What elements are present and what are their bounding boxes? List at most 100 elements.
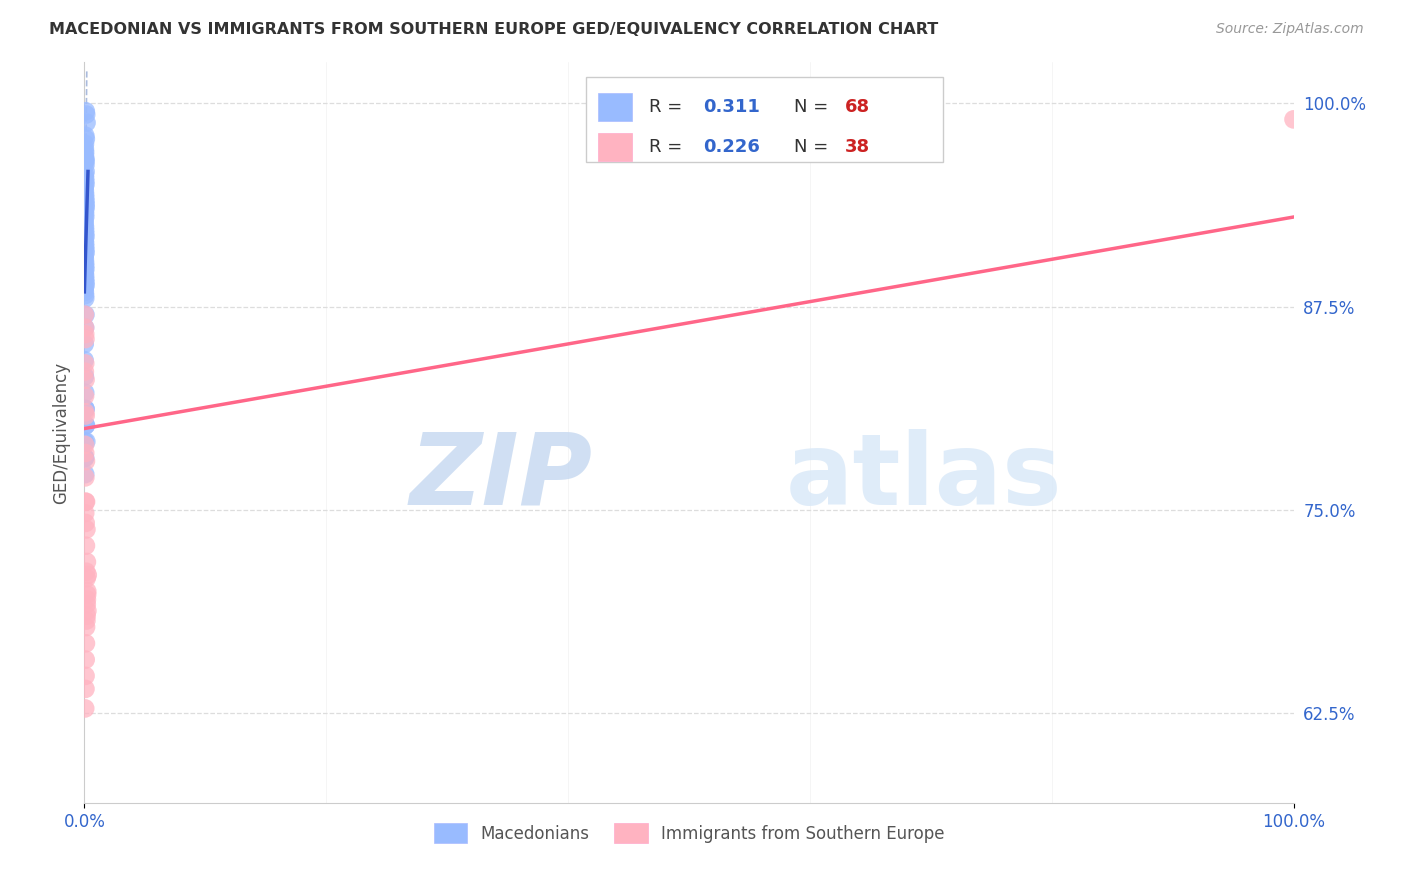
Text: 68: 68 — [845, 98, 870, 116]
Point — [73, 450, 96, 465]
Point — [75, 438, 97, 452]
Point — [75, 239, 97, 253]
Point — [75, 259, 97, 273]
Point — [75, 243, 97, 257]
Point — [75, 470, 97, 484]
Point — [73, 282, 96, 296]
Point — [75, 327, 97, 342]
Y-axis label: GED/Equivalency: GED/Equivalency — [52, 361, 70, 504]
Point — [73, 219, 96, 234]
Point — [75, 223, 97, 237]
Point — [75, 190, 97, 204]
Point — [76, 115, 98, 129]
Point — [73, 148, 96, 162]
Point — [75, 154, 97, 169]
Point — [75, 128, 97, 143]
Text: 0.226: 0.226 — [703, 138, 761, 156]
Point — [75, 132, 97, 146]
Point — [75, 308, 97, 322]
Point — [75, 506, 97, 520]
Point — [73, 217, 96, 231]
Point — [75, 332, 97, 346]
Point — [75, 620, 97, 634]
Text: N =: N = — [794, 138, 834, 156]
Point — [75, 178, 97, 192]
Point — [73, 365, 96, 379]
Point — [75, 681, 97, 696]
Text: R =: R = — [650, 138, 688, 156]
Point — [76, 568, 98, 582]
Point — [75, 669, 97, 683]
FancyBboxPatch shape — [599, 93, 633, 121]
Point — [75, 272, 97, 286]
Point — [76, 597, 98, 611]
Point — [75, 418, 97, 433]
Point — [75, 278, 97, 293]
Point — [75, 516, 97, 530]
Point — [75, 467, 97, 482]
Point — [75, 197, 97, 211]
Point — [75, 200, 97, 214]
Point — [73, 308, 96, 322]
Point — [75, 446, 97, 460]
Point — [75, 164, 97, 178]
Point — [75, 539, 97, 553]
Point — [75, 235, 97, 250]
Point — [73, 168, 96, 182]
Point — [73, 285, 96, 299]
Text: MACEDONIAN VS IMMIGRANTS FROM SOUTHERN EUROPE GED/EQUIVALENCY CORRELATION CHART: MACEDONIAN VS IMMIGRANTS FROM SOUTHERN E… — [49, 22, 938, 37]
Point — [76, 604, 98, 618]
Point — [75, 275, 97, 289]
Point — [76, 555, 98, 569]
Point — [75, 701, 97, 715]
Text: ZIP: ZIP — [409, 428, 592, 525]
Point — [75, 614, 97, 628]
Point — [73, 353, 96, 368]
Point — [75, 229, 97, 244]
Point — [75, 495, 97, 509]
Point — [75, 255, 97, 269]
Point — [75, 402, 97, 417]
Point — [73, 249, 96, 263]
Point — [75, 320, 97, 334]
Point — [73, 434, 96, 449]
Point — [75, 405, 97, 419]
Point — [76, 608, 98, 623]
Point — [73, 233, 96, 247]
Point — [1282, 112, 1305, 127]
Point — [73, 252, 96, 267]
Point — [75, 389, 97, 403]
Point — [73, 265, 96, 279]
Point — [75, 171, 97, 186]
Point — [75, 153, 97, 167]
FancyBboxPatch shape — [599, 133, 633, 161]
Point — [76, 592, 98, 607]
Legend: Macedonians, Immigrants from Southern Europe: Macedonians, Immigrants from Southern Eu… — [427, 816, 950, 850]
Point — [75, 187, 97, 202]
Text: N =: N = — [794, 98, 834, 116]
Point — [75, 373, 97, 387]
Point — [76, 571, 98, 585]
Point — [75, 194, 97, 208]
Point — [75, 107, 97, 121]
Point — [75, 495, 97, 509]
Point — [75, 402, 97, 417]
Text: Source: ZipAtlas.com: Source: ZipAtlas.com — [1216, 22, 1364, 37]
Point — [75, 409, 97, 423]
Point — [75, 104, 97, 119]
Point — [73, 184, 96, 198]
FancyBboxPatch shape — [586, 78, 943, 162]
Point — [75, 385, 97, 400]
Point — [75, 565, 97, 579]
Point — [75, 227, 97, 241]
Point — [73, 142, 96, 156]
Point — [75, 652, 97, 666]
Point — [73, 136, 96, 151]
Text: R =: R = — [650, 98, 688, 116]
Point — [75, 145, 97, 159]
Point — [75, 434, 97, 449]
Point — [73, 213, 96, 227]
Point — [73, 369, 96, 384]
Point — [75, 152, 97, 166]
Point — [75, 454, 97, 468]
